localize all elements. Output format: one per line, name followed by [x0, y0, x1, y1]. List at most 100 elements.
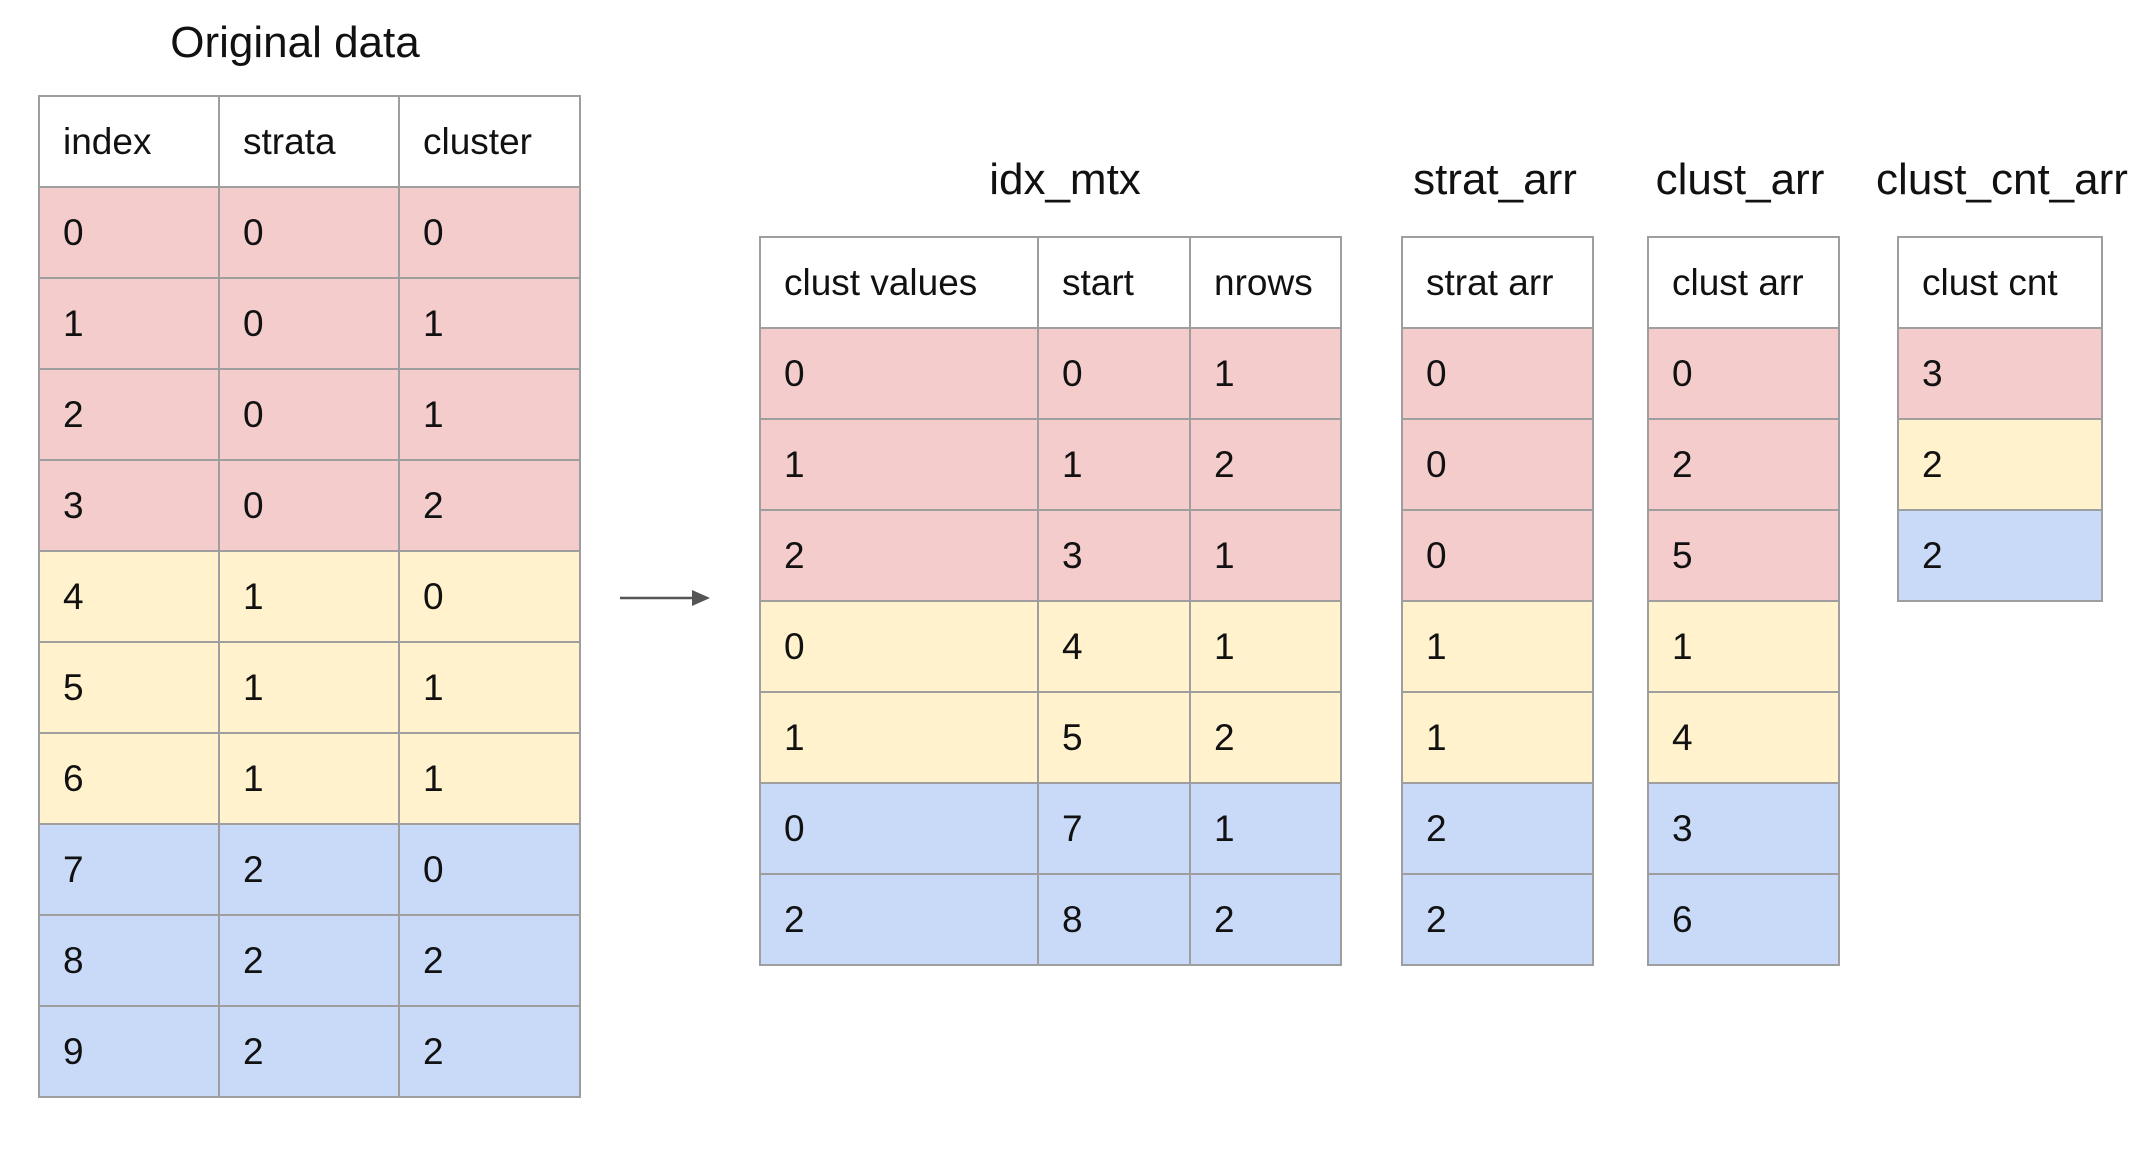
table-row: 0: [1401, 509, 1594, 602]
table-cell: 2: [218, 823, 400, 916]
column-header: clust cnt: [1897, 236, 2103, 329]
table-row: 2: [1897, 418, 2103, 511]
table-row: 0: [1647, 327, 1840, 420]
idx-mtx-table: clust values start nrows 0 0 1 1 1 2 2 3 1 0 4 1 1 5 2 0 7 1…: [759, 236, 1342, 966]
table-row: 3: [1897, 327, 2103, 420]
table-cell: 1: [1037, 418, 1191, 511]
table-cell: 1: [1189, 782, 1342, 875]
table-cell: 0: [218, 277, 400, 370]
table-cell: 1: [1401, 600, 1594, 693]
clust-arr-title: clust_arr: [1655, 155, 1825, 204]
table-cell: 2: [1897, 509, 2103, 602]
table-cell: 7: [38, 823, 220, 916]
table-row: 6: [1647, 873, 1840, 966]
table-cell: 0: [38, 186, 220, 279]
table-cell: 2: [759, 509, 1039, 602]
table-cell: 8: [38, 914, 220, 1007]
table-cell: 1: [759, 418, 1039, 511]
table-cell: 1: [1189, 600, 1342, 693]
table-row: 1: [1647, 600, 1840, 693]
table-cell: 1: [218, 732, 400, 825]
table-cell: 5: [1647, 509, 1840, 602]
table-cell: 1: [759, 691, 1039, 784]
idx-mtx-title: idx_mtx: [989, 155, 1141, 204]
table-cell: 6: [1647, 873, 1840, 966]
table-cell: 2: [398, 914, 581, 1007]
table-row: 5: [1647, 509, 1840, 602]
clust-cnt-arr-table: clust cnt 3 2 2: [1897, 236, 2103, 602]
table-cell: 2: [398, 459, 581, 552]
table-cell: 0: [1647, 327, 1840, 420]
table-cell: 0: [398, 186, 581, 279]
strat-arr-table: strat arr 0 0 0 1 1 2 2: [1401, 236, 1594, 966]
original-data-title: Original data: [170, 18, 420, 67]
table-cell: 0: [1401, 418, 1594, 511]
table-row: 2: [1897, 509, 2103, 602]
table-row: 1: [1401, 691, 1594, 784]
strat-arr-title: strat_arr: [1413, 155, 1577, 204]
table-cell: 1: [218, 641, 400, 734]
table-row: 3: [1647, 782, 1840, 875]
table-cell: 4: [1037, 600, 1191, 693]
table-cell: 0: [218, 186, 400, 279]
table-cell: 2: [1189, 418, 1342, 511]
column-header: clust arr: [1647, 236, 1840, 329]
table-row: 0: [1401, 327, 1594, 420]
header-row: clust arr: [1647, 236, 1840, 329]
table-row: 4: [1647, 691, 1840, 784]
table-cell: 0: [759, 327, 1039, 420]
clust-cnt-arr-title: clust_cnt_arr: [1876, 155, 2128, 204]
table-cell: 1: [1189, 509, 1342, 602]
table-cell: 2: [1897, 418, 2103, 511]
column-header: clust values: [759, 236, 1039, 329]
table-cell: 4: [1647, 691, 1840, 784]
table-cell: 0: [1401, 327, 1594, 420]
table-row: 2: [1401, 873, 1594, 966]
table-row: 2: [1401, 782, 1594, 875]
table-cell: 2: [1401, 873, 1594, 966]
header-row: clust values start nrows: [759, 236, 1342, 329]
table-cell: 3: [1037, 509, 1191, 602]
table-cell: 2: [218, 1005, 400, 1098]
table-cell: 0: [759, 600, 1039, 693]
table-cell: 1: [1189, 327, 1342, 420]
column-header: strat arr: [1401, 236, 1594, 329]
table-cell: 0: [218, 459, 400, 552]
column-header: index: [38, 95, 220, 188]
table-cell: 7: [1037, 782, 1191, 875]
clust-arr-table: clust arr 0 2 5 1 4 3 6: [1647, 236, 1840, 966]
table-cell: 2: [398, 1005, 581, 1098]
table-cell: 3: [1647, 782, 1840, 875]
table-cell: 2: [38, 368, 220, 461]
table-cell: 6: [38, 732, 220, 825]
table-cell: 4: [38, 550, 220, 643]
table-cell: 3: [38, 459, 220, 552]
table-cell: 1: [398, 641, 581, 734]
right-arrow-icon: [620, 590, 710, 606]
table-cell: 1: [38, 277, 220, 370]
column-header: cluster: [398, 95, 581, 188]
table-cell: 1: [398, 368, 581, 461]
table-cell: 1: [218, 550, 400, 643]
original-data-table: index strata cluster 0 0 0 1 0 1 2 0 1 3 0 2 4 1 0 5 1 1 6 1 1 7…: [38, 95, 581, 1098]
table-cell: 1: [398, 277, 581, 370]
column-header: start: [1037, 236, 1191, 329]
table-cell: 9: [38, 1005, 220, 1098]
table-cell: 1: [1401, 691, 1594, 784]
column-header: nrows: [1189, 236, 1342, 329]
table-cell: 8: [1037, 873, 1191, 966]
table-cell: 2: [218, 914, 400, 1007]
